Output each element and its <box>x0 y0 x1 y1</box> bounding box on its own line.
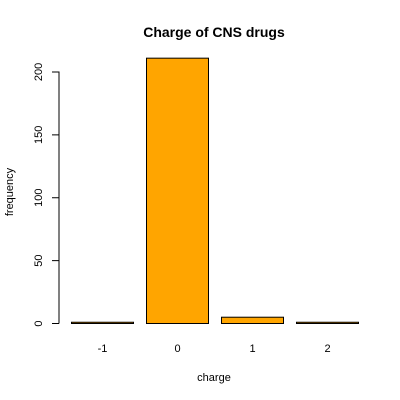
x-tick-label: 1 <box>249 343 255 355</box>
bar-0 <box>146 57 209 324</box>
y-tick-label: 0 <box>33 320 45 326</box>
x-axis-label: charge <box>197 372 231 384</box>
y-tick-label: 150 <box>33 126 45 144</box>
y-tick-label: 100 <box>33 189 45 207</box>
x-tick-labels: -1 0 1 2 <box>98 343 331 355</box>
x-tick-label: -1 <box>98 343 108 355</box>
bars <box>71 57 359 324</box>
x-tick-label: 2 <box>324 343 330 355</box>
chart-title: Charge of CNS drugs <box>143 24 285 40</box>
bar-2 <box>296 321 359 324</box>
y-tick-label: 50 <box>33 255 45 267</box>
x-tick-label: 0 <box>174 343 180 355</box>
bar--1 <box>71 321 134 324</box>
y-axis-label: frequency <box>4 167 16 216</box>
bar-1 <box>221 316 284 324</box>
y-tick-label: 200 <box>33 63 45 81</box>
y-axis: 0 50 100 150 200 <box>33 63 60 327</box>
